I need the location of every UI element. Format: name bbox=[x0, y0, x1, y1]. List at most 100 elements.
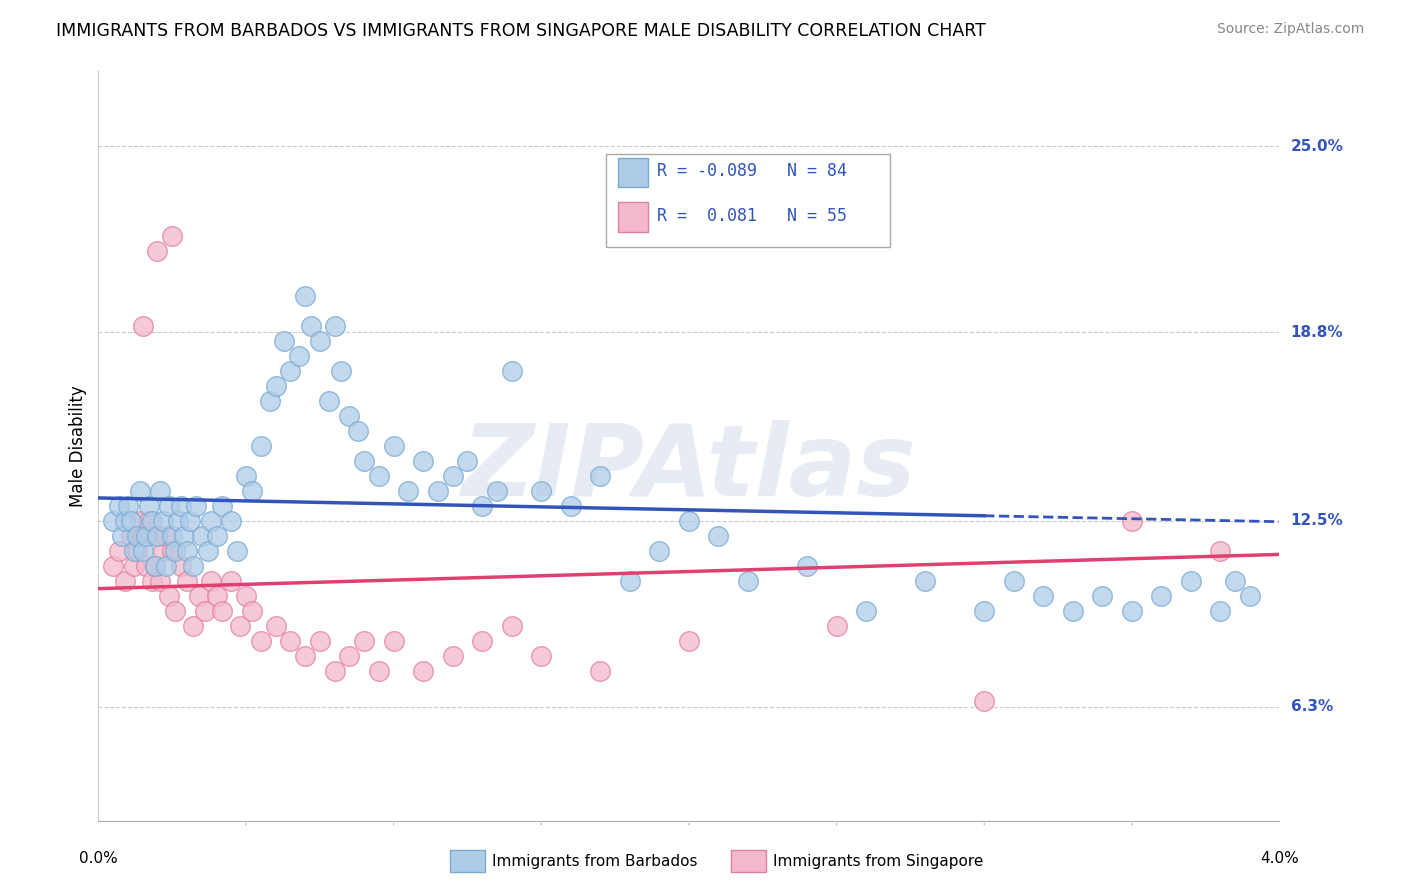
Point bbox=[111, 529, 134, 543]
Point bbox=[1121, 514, 1143, 528]
Bar bbox=[619, 202, 648, 233]
Text: R = -0.089   N = 84: R = -0.089 N = 84 bbox=[657, 162, 846, 180]
Point bbox=[339, 409, 361, 423]
Point bbox=[707, 529, 730, 543]
Point bbox=[299, 319, 322, 334]
Point bbox=[187, 589, 209, 603]
Point bbox=[229, 619, 252, 633]
Point bbox=[135, 558, 157, 573]
Point bbox=[108, 544, 131, 558]
Point bbox=[1209, 604, 1232, 618]
Point bbox=[914, 574, 936, 588]
Point bbox=[294, 289, 316, 303]
Point bbox=[152, 544, 174, 558]
Text: R =  0.081   N = 55: R = 0.081 N = 55 bbox=[657, 207, 846, 225]
Text: 12.5%: 12.5% bbox=[1291, 514, 1343, 528]
Point bbox=[132, 544, 155, 558]
Point bbox=[120, 529, 142, 543]
Point bbox=[152, 514, 174, 528]
Point bbox=[205, 529, 228, 543]
Point bbox=[318, 394, 340, 409]
Point bbox=[398, 483, 420, 498]
Point bbox=[122, 558, 145, 573]
Point bbox=[678, 633, 700, 648]
Point bbox=[973, 694, 995, 708]
Point bbox=[211, 604, 233, 618]
Point bbox=[737, 574, 759, 588]
Point bbox=[368, 664, 391, 678]
Point bbox=[273, 334, 295, 348]
Point bbox=[441, 469, 464, 483]
Point bbox=[114, 574, 136, 588]
Point bbox=[165, 604, 187, 618]
Point bbox=[143, 558, 166, 573]
Point bbox=[132, 319, 155, 334]
Text: Immigrants from Singapore: Immigrants from Singapore bbox=[773, 855, 984, 869]
Point bbox=[412, 454, 434, 468]
Point bbox=[167, 514, 190, 528]
Point bbox=[1062, 604, 1084, 618]
Point bbox=[181, 619, 204, 633]
Point bbox=[141, 574, 163, 588]
Point bbox=[323, 664, 346, 678]
Point bbox=[135, 529, 157, 543]
Point bbox=[240, 483, 263, 498]
Point bbox=[221, 574, 243, 588]
Point bbox=[368, 469, 391, 483]
Point bbox=[382, 439, 405, 453]
Point bbox=[353, 454, 375, 468]
Text: ZIPAtlas: ZIPAtlas bbox=[461, 420, 917, 517]
Point bbox=[329, 364, 352, 378]
Point bbox=[825, 619, 848, 633]
Point bbox=[339, 648, 361, 663]
Point bbox=[264, 619, 287, 633]
Point bbox=[162, 529, 183, 543]
Point bbox=[530, 483, 553, 498]
Point bbox=[197, 544, 219, 558]
Point bbox=[259, 394, 281, 409]
Point bbox=[973, 604, 995, 618]
Point bbox=[309, 334, 332, 348]
Text: Source: ZipAtlas.com: Source: ZipAtlas.com bbox=[1216, 22, 1364, 37]
Point bbox=[619, 574, 641, 588]
Point bbox=[294, 648, 316, 663]
Point bbox=[114, 514, 136, 528]
Point bbox=[221, 514, 243, 528]
Point bbox=[128, 483, 150, 498]
Point bbox=[796, 558, 818, 573]
Point bbox=[103, 514, 125, 528]
Point bbox=[162, 229, 183, 244]
Point bbox=[125, 544, 148, 558]
Point bbox=[191, 529, 214, 543]
Point bbox=[194, 604, 217, 618]
Point bbox=[155, 529, 177, 543]
Point bbox=[1032, 589, 1054, 603]
Point bbox=[1209, 544, 1232, 558]
Point bbox=[501, 364, 523, 378]
Point bbox=[1002, 574, 1025, 588]
Point bbox=[173, 529, 195, 543]
Point bbox=[501, 619, 523, 633]
Point bbox=[132, 529, 155, 543]
Point bbox=[457, 454, 479, 468]
Point bbox=[1225, 574, 1247, 588]
Point bbox=[117, 499, 139, 513]
Point bbox=[323, 319, 346, 334]
Point bbox=[235, 589, 257, 603]
Point bbox=[309, 633, 332, 648]
Point bbox=[240, 604, 263, 618]
Point bbox=[471, 633, 494, 648]
Point bbox=[226, 544, 249, 558]
Point bbox=[1150, 589, 1173, 603]
Text: Immigrants from Barbados: Immigrants from Barbados bbox=[492, 855, 697, 869]
Point bbox=[146, 244, 169, 259]
Point bbox=[176, 574, 198, 588]
Point bbox=[347, 424, 370, 438]
Point bbox=[128, 514, 150, 528]
Point bbox=[162, 544, 183, 558]
Bar bbox=[619, 158, 648, 187]
Point bbox=[157, 589, 180, 603]
Point bbox=[441, 648, 464, 663]
Point bbox=[353, 633, 375, 648]
Point bbox=[179, 514, 201, 528]
